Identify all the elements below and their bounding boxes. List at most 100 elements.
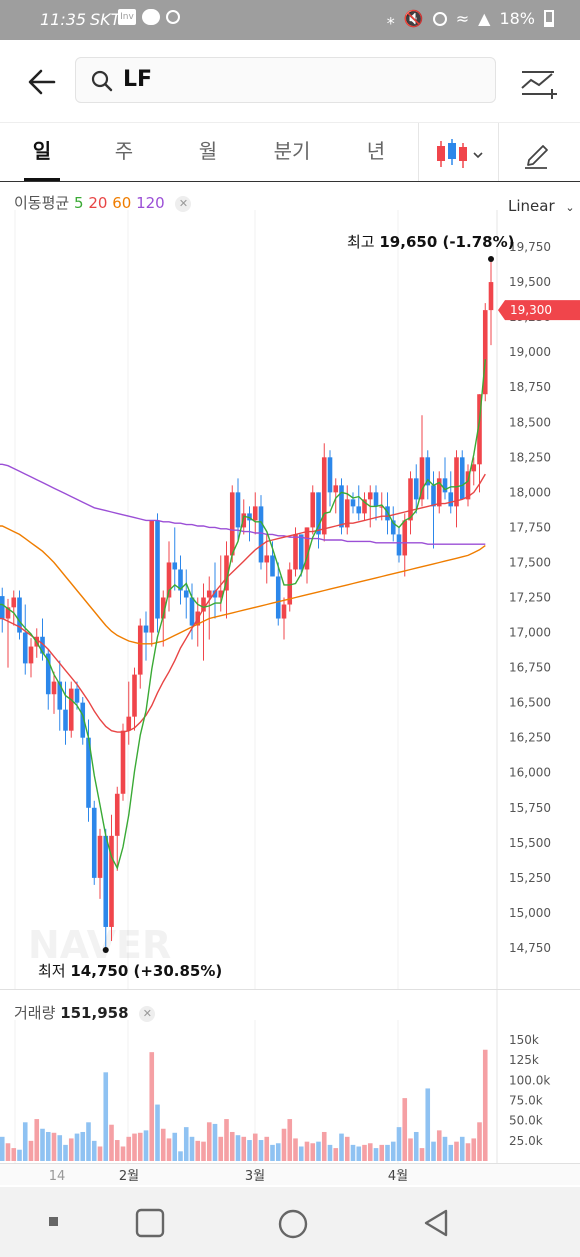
y-tick-label: 16,250 bbox=[509, 731, 551, 745]
volume-bar bbox=[420, 1148, 425, 1161]
y-tick-label: 15,750 bbox=[509, 801, 551, 815]
search-field[interactable]: LF bbox=[75, 57, 496, 103]
volume-bar bbox=[224, 1119, 229, 1161]
candle-body bbox=[448, 492, 453, 506]
candle-body bbox=[75, 689, 80, 703]
candle-body bbox=[259, 506, 264, 562]
candle-body bbox=[69, 689, 74, 731]
back-button[interactable] bbox=[22, 62, 62, 102]
ma5-line bbox=[0, 359, 485, 868]
x-tick-label: 4월 bbox=[388, 1169, 408, 1184]
volume-bar bbox=[103, 1072, 108, 1161]
candle-body bbox=[149, 520, 154, 632]
volume-bar bbox=[448, 1145, 453, 1161]
candle-body bbox=[414, 478, 419, 499]
volume-bar bbox=[178, 1151, 183, 1161]
volume-bar bbox=[236, 1135, 241, 1161]
candle-body bbox=[264, 555, 269, 562]
volume-bar bbox=[310, 1143, 315, 1161]
battery-icon bbox=[544, 10, 554, 27]
y-tick-label: 16,000 bbox=[509, 766, 551, 780]
chart-type-selector[interactable] bbox=[433, 135, 493, 171]
home-square-icon[interactable] bbox=[134, 1207, 166, 1239]
volume-bar bbox=[402, 1098, 407, 1161]
candle-body bbox=[52, 682, 57, 695]
y-tick-label: 16,750 bbox=[509, 661, 551, 675]
drawing-tool-button[interactable] bbox=[515, 135, 555, 171]
candle-body bbox=[322, 457, 327, 534]
price-chart[interactable]: 19,75019,50019,25019,00018,75018,50018,2… bbox=[0, 210, 580, 990]
volume-bar bbox=[322, 1132, 327, 1161]
search-query[interactable]: LF bbox=[123, 67, 152, 92]
volume-bar bbox=[368, 1143, 373, 1161]
tab-divider bbox=[498, 123, 499, 181]
volume-bar bbox=[11, 1148, 16, 1161]
y-tick-label: 19,000 bbox=[509, 345, 551, 359]
candle-body bbox=[155, 520, 160, 618]
volume-bar bbox=[477, 1122, 482, 1161]
candle-body bbox=[276, 576, 281, 618]
volume-bar bbox=[259, 1140, 264, 1161]
candle-body bbox=[253, 506, 258, 520]
candle-body bbox=[310, 492, 315, 527]
low-value: 14,750 (+30.85%) bbox=[70, 962, 222, 980]
volume-bar bbox=[408, 1138, 413, 1161]
candle-body bbox=[333, 485, 338, 492]
candle-body bbox=[270, 555, 275, 576]
volume-bar bbox=[121, 1146, 126, 1161]
tab-year[interactable]: 년 bbox=[336, 123, 416, 181]
compare-chart-button[interactable] bbox=[516, 64, 560, 100]
candle-body bbox=[92, 808, 97, 878]
volume-bar bbox=[149, 1052, 154, 1161]
candle-body bbox=[121, 731, 126, 794]
volume-bar bbox=[109, 1125, 114, 1161]
recent-apps-icon[interactable] bbox=[46, 1214, 62, 1230]
volume-bar bbox=[86, 1122, 91, 1161]
volume-bar bbox=[207, 1122, 212, 1161]
y-tick-label: 18,500 bbox=[509, 415, 551, 429]
candle-body bbox=[23, 633, 28, 664]
tab-quarter[interactable]: 분기 bbox=[252, 123, 332, 181]
volume-chart[interactable]: 150k 125k 100.0k 75.0k 50.0k 25.0k bbox=[0, 990, 580, 1165]
volume-bar bbox=[356, 1146, 361, 1161]
home-button-icon[interactable] bbox=[276, 1207, 310, 1241]
volume-bar bbox=[431, 1142, 436, 1161]
low-point-marker bbox=[103, 947, 109, 953]
x-tick-label: 2월 bbox=[119, 1169, 139, 1184]
volume-bar bbox=[17, 1150, 22, 1161]
volume-bar bbox=[115, 1140, 120, 1161]
volume-bar bbox=[414, 1132, 419, 1161]
volume-bar bbox=[282, 1129, 287, 1161]
volume-bar bbox=[195, 1141, 200, 1161]
volume-bar bbox=[40, 1129, 45, 1161]
candle-body bbox=[328, 457, 333, 492]
low-label: 최저 bbox=[38, 962, 70, 980]
volume-bar bbox=[264, 1137, 269, 1161]
candle-body bbox=[172, 562, 177, 569]
candle-body bbox=[293, 534, 298, 569]
y-tick-label: 17,500 bbox=[509, 555, 551, 569]
volume-bar bbox=[34, 1119, 39, 1161]
volume-bar bbox=[328, 1145, 333, 1161]
volume-bar bbox=[167, 1138, 172, 1161]
volume-bar bbox=[374, 1148, 379, 1161]
volume-bar bbox=[397, 1127, 402, 1161]
high-value: 19,650 (-1.78%) bbox=[379, 233, 514, 251]
x-axis: 14 2월 3월 4월 bbox=[0, 1163, 580, 1185]
volume-bar bbox=[52, 1133, 57, 1161]
candle-body bbox=[0, 596, 5, 618]
y-tick-label: 18,750 bbox=[509, 380, 551, 394]
y-tick-label: 15,250 bbox=[509, 871, 551, 885]
tab-day[interactable]: 일 bbox=[2, 123, 82, 181]
search-header: LF bbox=[0, 40, 580, 122]
search-icon bbox=[90, 69, 114, 93]
volume-bar bbox=[161, 1129, 166, 1161]
volume-y-tick-label: 100.0k bbox=[509, 1073, 550, 1087]
volume-bar bbox=[6, 1143, 11, 1161]
back-triangle-icon[interactable] bbox=[420, 1207, 452, 1239]
volume-bar bbox=[379, 1145, 384, 1161]
period-tabs: 일 주 월 분기 년 bbox=[0, 122, 580, 182]
tab-month[interactable]: 월 bbox=[168, 123, 248, 181]
tab-week[interactable]: 주 bbox=[84, 123, 164, 181]
volume-bar bbox=[155, 1105, 160, 1161]
